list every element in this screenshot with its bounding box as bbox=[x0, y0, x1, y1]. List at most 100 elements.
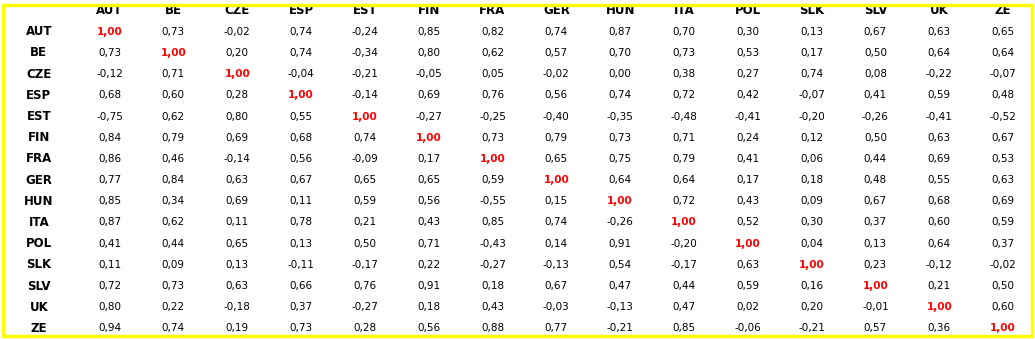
Text: -0,27: -0,27 bbox=[479, 260, 506, 270]
Text: -0,52: -0,52 bbox=[989, 112, 1016, 121]
Text: 0,44: 0,44 bbox=[161, 239, 185, 248]
Text: 0,69: 0,69 bbox=[927, 154, 951, 164]
Text: 0,54: 0,54 bbox=[609, 260, 631, 270]
Text: FIN: FIN bbox=[417, 4, 440, 17]
Text: 0,67: 0,67 bbox=[992, 133, 1014, 143]
Text: 0,14: 0,14 bbox=[544, 239, 568, 248]
Text: HUN: HUN bbox=[24, 195, 54, 208]
Text: 0,43: 0,43 bbox=[736, 196, 760, 206]
Text: -0,18: -0,18 bbox=[224, 302, 250, 312]
Text: 0,73: 0,73 bbox=[481, 133, 504, 143]
Text: AUT: AUT bbox=[96, 4, 123, 17]
Text: 0,71: 0,71 bbox=[417, 239, 440, 248]
Text: 0,88: 0,88 bbox=[481, 323, 504, 333]
Text: 0,65: 0,65 bbox=[544, 154, 568, 164]
Text: 0,59: 0,59 bbox=[927, 91, 951, 100]
Text: 0,85: 0,85 bbox=[673, 323, 696, 333]
Text: POL: POL bbox=[735, 4, 761, 17]
Text: 0,79: 0,79 bbox=[544, 133, 568, 143]
Text: 0,72: 0,72 bbox=[98, 281, 121, 291]
Text: ESP: ESP bbox=[289, 4, 314, 17]
Text: -0,14: -0,14 bbox=[224, 154, 250, 164]
Text: 1,00: 1,00 bbox=[479, 154, 505, 164]
Text: 0,69: 0,69 bbox=[226, 196, 248, 206]
Text: 0,55: 0,55 bbox=[927, 175, 951, 185]
Text: -0,06: -0,06 bbox=[735, 323, 761, 333]
Text: 0,69: 0,69 bbox=[992, 196, 1014, 206]
Text: 0,41: 0,41 bbox=[864, 91, 887, 100]
Text: 0,46: 0,46 bbox=[161, 154, 185, 164]
Text: 0,59: 0,59 bbox=[481, 175, 504, 185]
Text: 0,62: 0,62 bbox=[161, 218, 185, 227]
Text: 1,00: 1,00 bbox=[225, 69, 250, 79]
Text: 0,37: 0,37 bbox=[992, 239, 1014, 248]
Text: 0,56: 0,56 bbox=[290, 154, 313, 164]
Text: 0,28: 0,28 bbox=[226, 91, 248, 100]
Text: 0,74: 0,74 bbox=[161, 323, 185, 333]
Text: 0,74: 0,74 bbox=[609, 91, 631, 100]
Text: 1,00: 1,00 bbox=[352, 112, 378, 121]
Text: ZE: ZE bbox=[995, 4, 1011, 17]
Text: 0,41: 0,41 bbox=[98, 239, 121, 248]
Text: 0,59: 0,59 bbox=[353, 196, 377, 206]
Text: -0,07: -0,07 bbox=[989, 69, 1016, 79]
Text: 1,00: 1,00 bbox=[671, 218, 697, 227]
Text: 0,41: 0,41 bbox=[736, 154, 760, 164]
Text: -0,04: -0,04 bbox=[288, 69, 315, 79]
Text: 0,64: 0,64 bbox=[927, 239, 951, 248]
Text: 0,76: 0,76 bbox=[481, 91, 504, 100]
Text: 0,57: 0,57 bbox=[864, 323, 887, 333]
Text: -0,26: -0,26 bbox=[607, 218, 633, 227]
Text: 0,65: 0,65 bbox=[226, 239, 248, 248]
Text: 0,09: 0,09 bbox=[161, 260, 185, 270]
Text: -0,25: -0,25 bbox=[479, 112, 506, 121]
Text: -0,13: -0,13 bbox=[607, 302, 633, 312]
Text: 0,91: 0,91 bbox=[609, 239, 631, 248]
Text: -0,55: -0,55 bbox=[479, 196, 506, 206]
Text: 1,00: 1,00 bbox=[543, 175, 569, 185]
Text: 0,12: 0,12 bbox=[800, 133, 823, 143]
Text: 0,63: 0,63 bbox=[992, 175, 1014, 185]
Text: 0,78: 0,78 bbox=[290, 218, 313, 227]
Text: 0,43: 0,43 bbox=[481, 302, 504, 312]
Text: 0,85: 0,85 bbox=[98, 196, 121, 206]
Text: -0,41: -0,41 bbox=[926, 112, 952, 121]
Text: 0,74: 0,74 bbox=[800, 69, 823, 79]
Text: 0,73: 0,73 bbox=[98, 48, 121, 58]
Text: SLV: SLV bbox=[863, 4, 887, 17]
Text: 0,80: 0,80 bbox=[417, 48, 440, 58]
Text: 0,38: 0,38 bbox=[673, 69, 696, 79]
Text: ZE: ZE bbox=[31, 322, 47, 335]
Text: 0,84: 0,84 bbox=[98, 133, 121, 143]
Text: 0,52: 0,52 bbox=[736, 218, 760, 227]
Text: 0,13: 0,13 bbox=[800, 27, 823, 37]
Text: 0,85: 0,85 bbox=[481, 218, 504, 227]
Text: -0,12: -0,12 bbox=[96, 69, 123, 79]
Text: 0,34: 0,34 bbox=[161, 196, 185, 206]
Text: 0,18: 0,18 bbox=[417, 302, 440, 312]
Text: 0,21: 0,21 bbox=[927, 281, 951, 291]
Text: 0,65: 0,65 bbox=[353, 175, 377, 185]
Text: -0,03: -0,03 bbox=[543, 302, 569, 312]
Text: 0,50: 0,50 bbox=[353, 239, 377, 248]
Text: 0,73: 0,73 bbox=[161, 27, 185, 37]
Text: 0,13: 0,13 bbox=[864, 239, 887, 248]
Text: 0,80: 0,80 bbox=[226, 112, 248, 121]
Text: 0,66: 0,66 bbox=[290, 281, 313, 291]
Text: 0,72: 0,72 bbox=[673, 91, 696, 100]
Text: -0,26: -0,26 bbox=[862, 112, 889, 121]
Text: -0,40: -0,40 bbox=[543, 112, 569, 121]
Text: 0,85: 0,85 bbox=[417, 27, 440, 37]
Text: -0,27: -0,27 bbox=[415, 112, 442, 121]
Text: FRA: FRA bbox=[26, 153, 52, 165]
Text: 1,00: 1,00 bbox=[926, 302, 952, 312]
Text: 0,16: 0,16 bbox=[800, 281, 823, 291]
Text: 0,70: 0,70 bbox=[673, 27, 696, 37]
Text: -0,21: -0,21 bbox=[607, 323, 633, 333]
Text: 0,70: 0,70 bbox=[609, 48, 631, 58]
Text: 1,00: 1,00 bbox=[799, 260, 825, 270]
Text: 0,62: 0,62 bbox=[481, 48, 504, 58]
Text: 0,63: 0,63 bbox=[927, 27, 951, 37]
Text: 0,23: 0,23 bbox=[864, 260, 887, 270]
Text: CZE: CZE bbox=[26, 68, 52, 81]
